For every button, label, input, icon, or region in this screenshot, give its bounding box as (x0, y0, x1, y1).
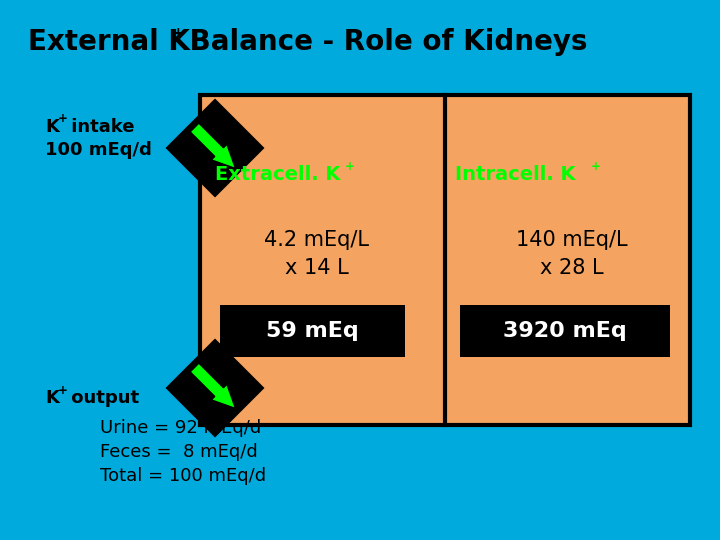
Text: 3920 mEq: 3920 mEq (503, 321, 627, 341)
Text: 59 mEq: 59 mEq (266, 321, 359, 341)
Text: Total = 100 mEq/d: Total = 100 mEq/d (100, 467, 266, 485)
Text: 4.2 mEq/L: 4.2 mEq/L (264, 230, 369, 250)
Text: K: K (45, 389, 59, 407)
Polygon shape (166, 98, 264, 198)
Text: +: + (58, 112, 68, 125)
Text: Intracell. K: Intracell. K (455, 165, 575, 185)
Bar (220, 305, 405, 357)
Polygon shape (190, 123, 235, 168)
Text: intake: intake (65, 118, 135, 136)
Text: 100 mEq/d: 100 mEq/d (45, 141, 152, 159)
Polygon shape (166, 339, 264, 437)
Text: Extracell. K: Extracell. K (215, 165, 341, 185)
Text: Feces =  8 mEq/d: Feces = 8 mEq/d (100, 443, 258, 461)
Polygon shape (190, 363, 235, 408)
Text: +: + (171, 25, 184, 40)
Text: External K: External K (28, 28, 190, 56)
Text: x 28 L: x 28 L (540, 258, 604, 278)
Text: output: output (65, 389, 139, 407)
Text: Balance - Role of Kidneys: Balance - Role of Kidneys (180, 28, 588, 56)
Text: +: + (58, 383, 68, 396)
Bar (460, 305, 670, 357)
Text: x 14 L: x 14 L (285, 258, 349, 278)
Text: +: + (587, 159, 600, 172)
Text: K: K (45, 118, 59, 136)
Text: Urine = 92 mEq/d: Urine = 92 mEq/d (100, 419, 261, 437)
Text: 140 mEq/L: 140 mEq/L (516, 230, 628, 250)
Text: +: + (345, 159, 355, 172)
Bar (200, 95, 690, 425)
